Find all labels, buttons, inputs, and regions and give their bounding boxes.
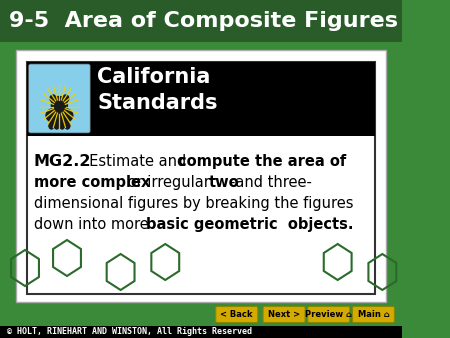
- Ellipse shape: [46, 107, 73, 124]
- Text: © HOLT, RINEHART AND WINSTON, All Rights Reserved: © HOLT, RINEHART AND WINSTON, All Rights…: [7, 328, 252, 337]
- Circle shape: [50, 95, 56, 102]
- FancyBboxPatch shape: [0, 326, 402, 338]
- Text: dimensional figures by breaking the figures: dimensional figures by breaking the figu…: [34, 196, 353, 211]
- Text: two: two: [209, 175, 240, 190]
- FancyBboxPatch shape: [29, 64, 90, 133]
- Circle shape: [63, 95, 69, 102]
- FancyBboxPatch shape: [352, 307, 394, 322]
- Text: more complex: more complex: [34, 175, 150, 190]
- Ellipse shape: [65, 122, 70, 129]
- Text: or irregular: or irregular: [123, 175, 215, 190]
- FancyBboxPatch shape: [16, 50, 386, 302]
- Text: Main ⌂: Main ⌂: [358, 310, 389, 319]
- FancyBboxPatch shape: [27, 62, 375, 294]
- FancyBboxPatch shape: [308, 307, 350, 322]
- FancyBboxPatch shape: [27, 62, 375, 136]
- Text: Preview ⌂: Preview ⌂: [305, 310, 352, 319]
- Ellipse shape: [60, 122, 64, 129]
- Text: California
Standards: California Standards: [97, 67, 218, 113]
- Ellipse shape: [54, 122, 59, 129]
- Text: Next >: Next >: [268, 310, 300, 319]
- Text: -and three-: -and three-: [230, 175, 312, 190]
- Text: < Back: < Back: [220, 310, 253, 319]
- Text: 9-5  Area of Composite Figures: 9-5 Area of Composite Figures: [9, 11, 398, 31]
- Ellipse shape: [49, 122, 54, 129]
- FancyBboxPatch shape: [0, 0, 402, 42]
- FancyBboxPatch shape: [216, 307, 258, 322]
- FancyBboxPatch shape: [263, 307, 305, 322]
- Text: down into more: down into more: [34, 217, 153, 232]
- Text: compute the area of: compute the area of: [178, 154, 346, 169]
- Text: MG2.2: MG2.2: [34, 154, 91, 169]
- Text: basic geometric  objects.: basic geometric objects.: [146, 217, 353, 232]
- FancyBboxPatch shape: [0, 304, 402, 326]
- Circle shape: [51, 97, 68, 115]
- Text: Estimate and: Estimate and: [81, 154, 191, 169]
